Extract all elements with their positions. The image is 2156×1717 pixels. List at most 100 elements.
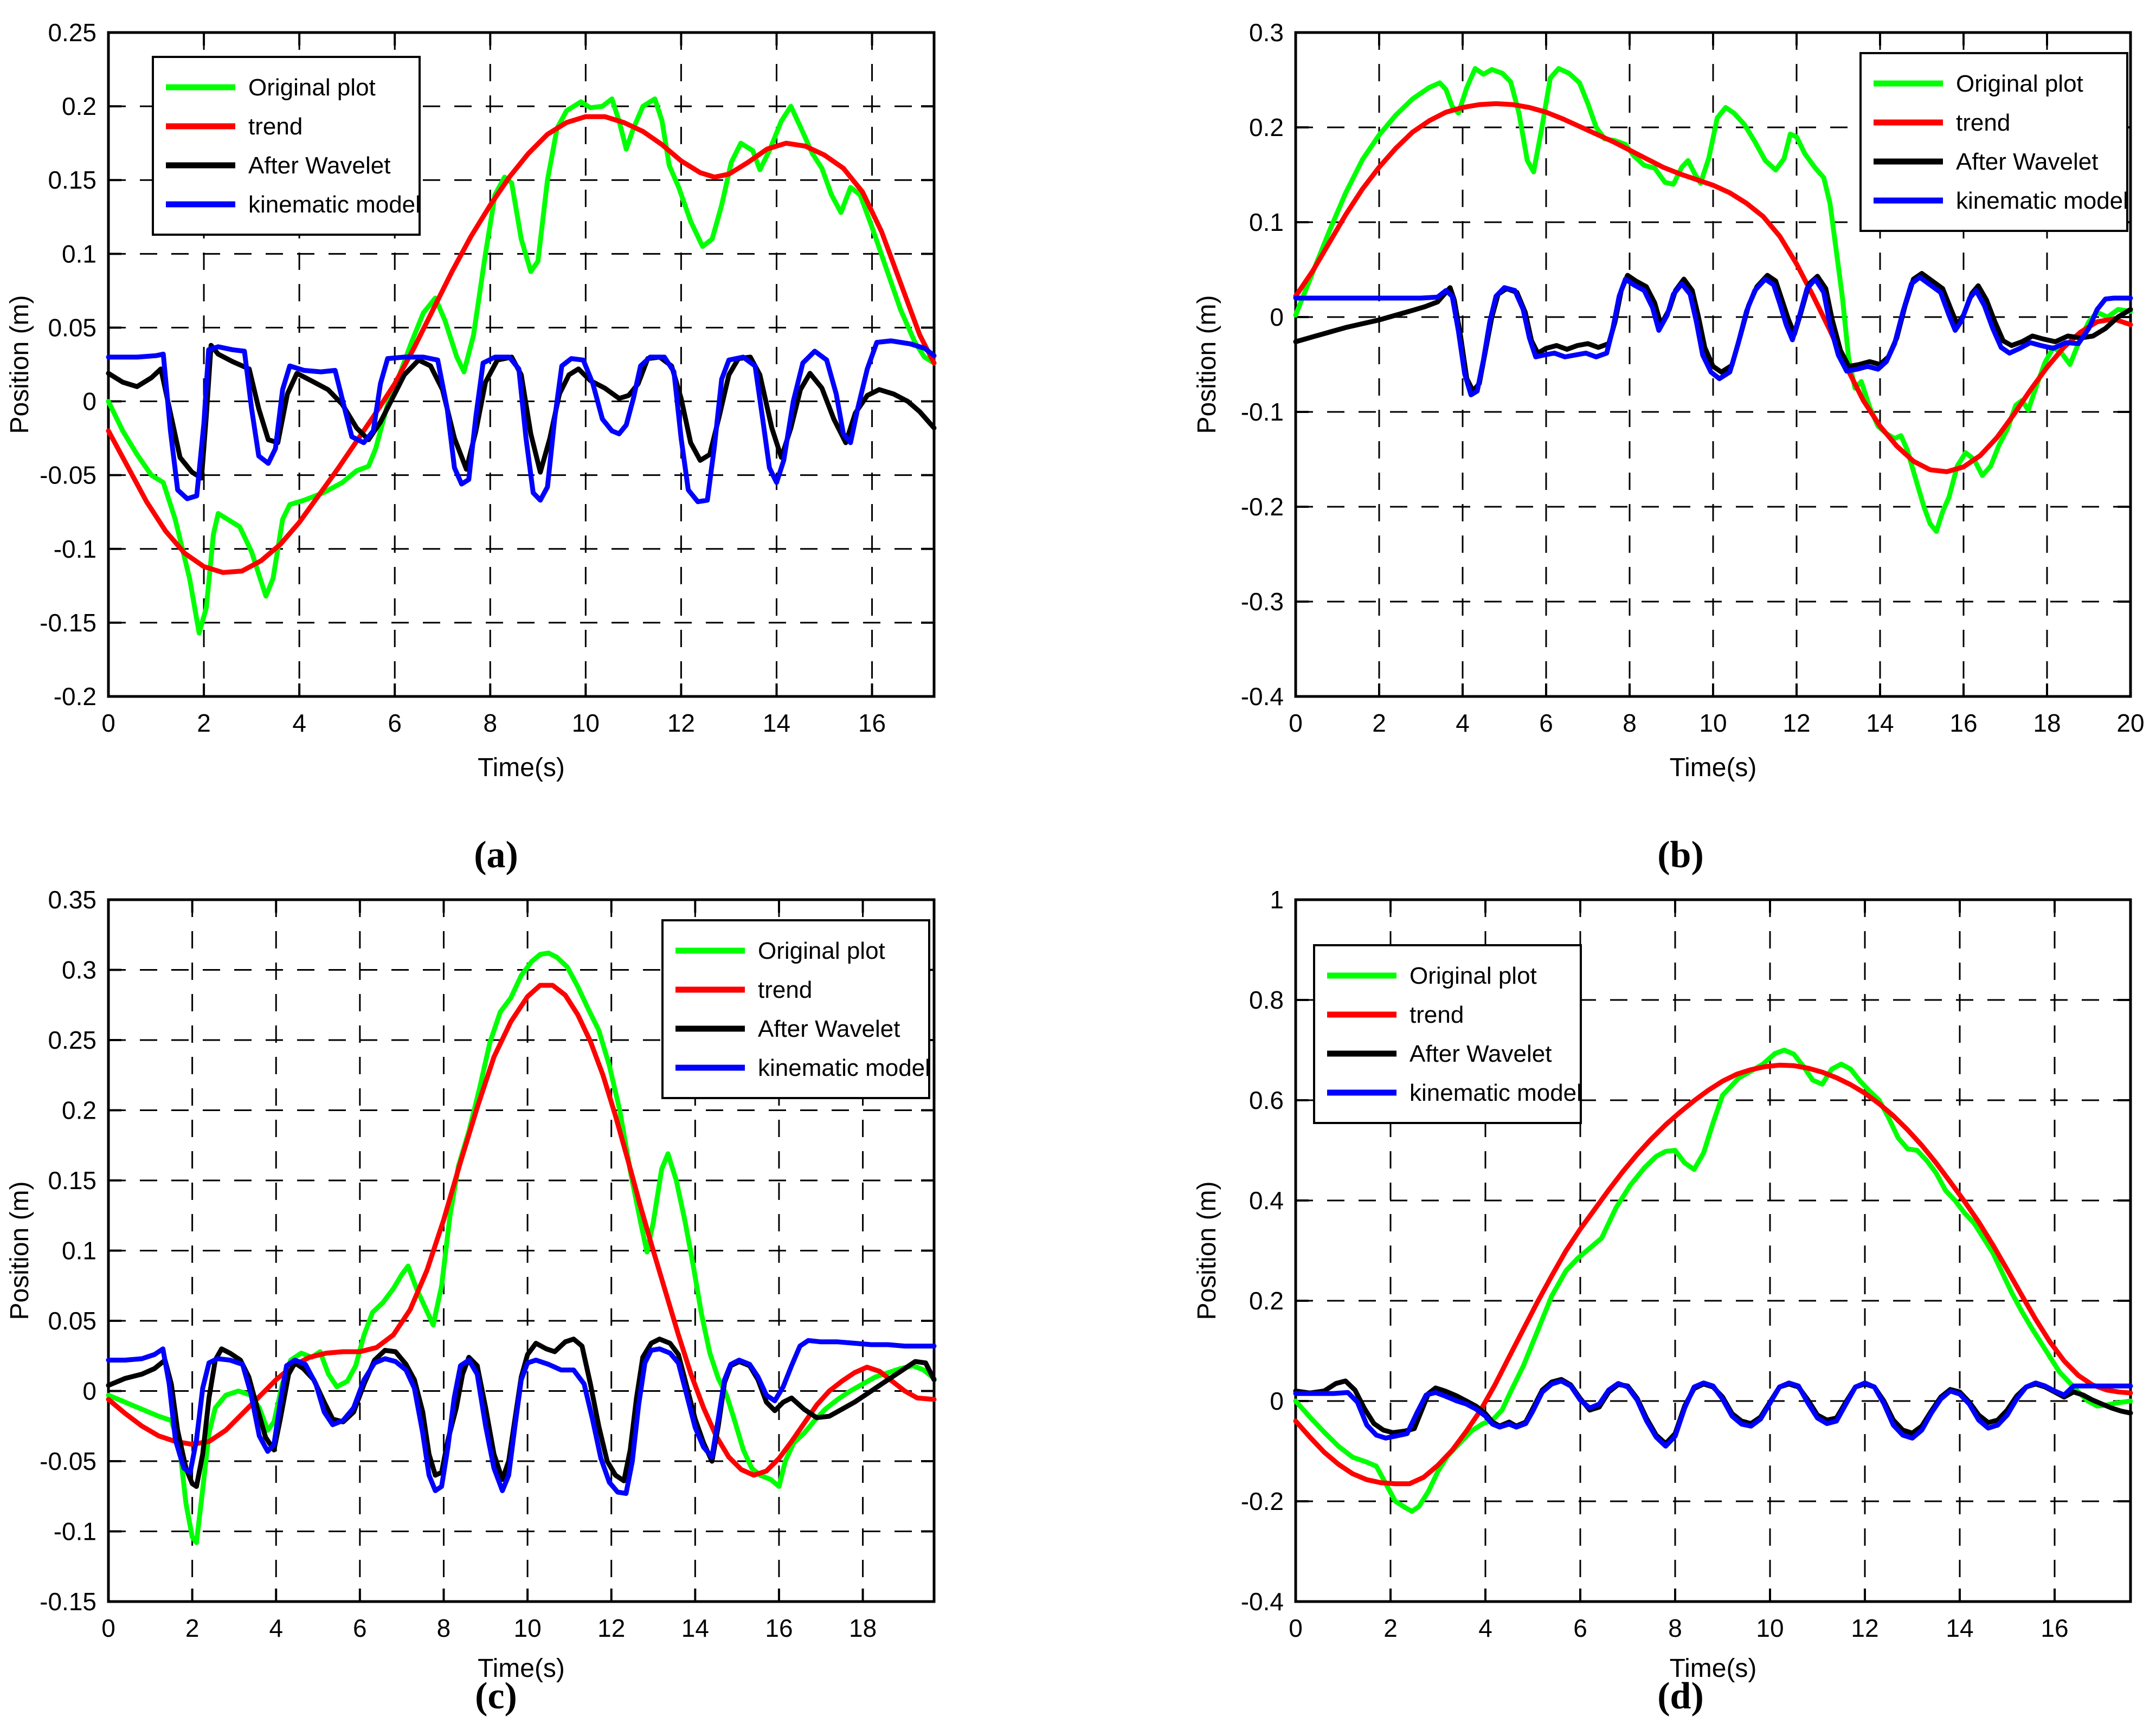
- y-tick-label: 0: [1270, 1387, 1284, 1415]
- x-tick-label: 6: [1573, 1614, 1587, 1642]
- series-line-trend: [1293, 101, 2133, 474]
- y-tick-label: -0.15: [40, 609, 96, 637]
- legend-entry-kinematic-model: kinematic model: [1874, 188, 2128, 214]
- x-tick-label: 10: [514, 1614, 542, 1642]
- legend-label: trend: [758, 977, 812, 1003]
- x-tick-label: 8: [437, 1614, 451, 1642]
- legend-entry-after-wavelet: After Wavelet: [1874, 149, 2098, 175]
- legend-entry-original-plot: Original plot: [1327, 963, 1537, 989]
- x-tick-label: 2: [1372, 709, 1386, 737]
- legend-label: kinematic model: [758, 1055, 930, 1081]
- y-tick-label: 0.05: [48, 313, 96, 341]
- x-tick-label: 2: [197, 709, 211, 737]
- series-line-original-plot: [1293, 66, 2133, 534]
- y-tick-label: 0.2: [1249, 113, 1284, 141]
- series-line-kinematic-model: [106, 338, 937, 505]
- y-tick-label: 0.2: [62, 92, 96, 120]
- x-tick-label: 14: [1946, 1614, 1973, 1642]
- y-tick-label: -0.1: [54, 1518, 96, 1546]
- legend-label: kinematic model: [1956, 188, 2128, 214]
- y-tick-label: 0.2: [62, 1096, 96, 1125]
- y-tick-label: 0.2: [1249, 1287, 1284, 1315]
- x-tick-label: 18: [2033, 709, 2061, 737]
- y-tick-label: 0.6: [1249, 1086, 1284, 1114]
- chart-b: 0 2 4 6 8 10 12 14 16 18 20 -0.4 -0.3 -0.2 -0.1 0 0.1 0.2…: [1193, 18, 2145, 876]
- x-tick-label: 0: [101, 1614, 115, 1642]
- y-tick-label: -0.2: [54, 682, 96, 711]
- legend-label: kinematic model: [1410, 1080, 1582, 1106]
- x-axis-label: Time(s): [478, 753, 565, 782]
- y-axis-label: Position (m): [5, 295, 34, 434]
- legend: Original plot trend After Wavelet kinematic…: [1859, 52, 2128, 232]
- y-tick-label: -0.2: [1241, 493, 1284, 521]
- y-tick-label: -0.2: [1241, 1487, 1284, 1515]
- series-line-original-plot: [1293, 1048, 2133, 1514]
- caption-c: (c): [475, 1675, 517, 1717]
- legend: Original plot trend After Wavelet kinematic…: [661, 919, 930, 1099]
- legend-entry-trend: trend: [1327, 1002, 1464, 1028]
- legend-entry-trend: trend: [1874, 109, 2010, 136]
- legend-label: After Wavelet: [758, 1016, 900, 1042]
- caption-b: (b): [1657, 834, 1704, 876]
- caption-d: (d): [1657, 1675, 1704, 1717]
- x-tick-label: 10: [572, 709, 600, 737]
- y-tick-label: -0.3: [1241, 588, 1284, 616]
- y-tick-label: 1: [1270, 886, 1284, 914]
- x-tick-label: 0: [1289, 1614, 1303, 1642]
- legend-label: kinematic model: [248, 191, 421, 218]
- x-tick-label: 14: [1866, 709, 1894, 737]
- x-axis-label: Time(s): [1670, 753, 1757, 782]
- x-tick-label: 4: [1456, 709, 1470, 737]
- legend-label: Original plot: [1410, 963, 1537, 989]
- series-line-trend: [1293, 1062, 2133, 1487]
- x-tick-label: 16: [2041, 1614, 2068, 1642]
- x-tick-label: 4: [269, 1614, 283, 1642]
- y-axis-label: Position (m): [1193, 1181, 1221, 1320]
- legend-entry-original-plot: Original plot: [1874, 70, 2083, 97]
- x-tick-label: 6: [388, 709, 402, 737]
- legend-entry-original-plot: Original plot: [675, 938, 885, 964]
- x-tick-label: 14: [681, 1614, 709, 1642]
- y-tick-label: -0.15: [40, 1587, 96, 1616]
- x-tick-label: 4: [292, 709, 306, 737]
- axes-box: [1294, 898, 2132, 1603]
- x-tick-label: 12: [1851, 1614, 1878, 1642]
- caption-a: (a): [474, 834, 518, 876]
- legend: Original plot trend After Wavelet kinematic…: [152, 56, 421, 236]
- legend-entry-kinematic-model: kinematic model: [675, 1055, 930, 1081]
- legend: Original plot trend After Wavelet kinematic…: [1313, 944, 1582, 1124]
- y-tick-label: 0.35: [48, 886, 96, 914]
- y-tick-label: 0.1: [62, 1237, 96, 1265]
- x-tick-label: 14: [763, 709, 790, 737]
- series-line-original-plot: [106, 96, 937, 636]
- y-tick-label: 0.1: [62, 240, 96, 268]
- series-line-trend: [106, 114, 937, 575]
- legend-label: trend: [1956, 109, 2010, 136]
- series-line-kinematic-model: [106, 1338, 937, 1496]
- x-axis-label: Time(s): [1670, 1654, 1757, 1683]
- x-tick-label: 4: [1478, 1614, 1492, 1642]
- y-tick-label: 0: [1270, 303, 1284, 331]
- y-tick-label: -0.05: [40, 1447, 96, 1475]
- y-tick-label: 0.3: [62, 956, 96, 984]
- legend-entry-trend: trend: [675, 977, 812, 1003]
- legend-entry-trend: trend: [166, 113, 303, 140]
- legend-label: After Wavelet: [1410, 1041, 1552, 1067]
- legend-label: Original plot: [248, 74, 376, 101]
- legend-entry-after-wavelet: After Wavelet: [166, 152, 390, 179]
- y-tick-label: -0.05: [40, 461, 96, 489]
- x-tick-label: 20: [2116, 709, 2144, 737]
- x-tick-label: 6: [353, 1614, 367, 1642]
- x-tick-label: 18: [849, 1614, 877, 1642]
- y-tick-label: -0.1: [1241, 398, 1284, 426]
- y-tick-label: -0.4: [1241, 682, 1284, 711]
- x-tick-label: 2: [1383, 1614, 1398, 1642]
- y-tick-label: 0.25: [48, 18, 96, 47]
- legend-label: Original plot: [758, 938, 885, 964]
- series-line-kinematic-model: [1293, 1378, 2133, 1449]
- y-axis-label: Position (m): [5, 1181, 34, 1320]
- series-line-kinematic-model: [1293, 275, 2133, 397]
- x-tick-label: 12: [597, 1614, 625, 1642]
- x-tick-label: 0: [1289, 709, 1303, 737]
